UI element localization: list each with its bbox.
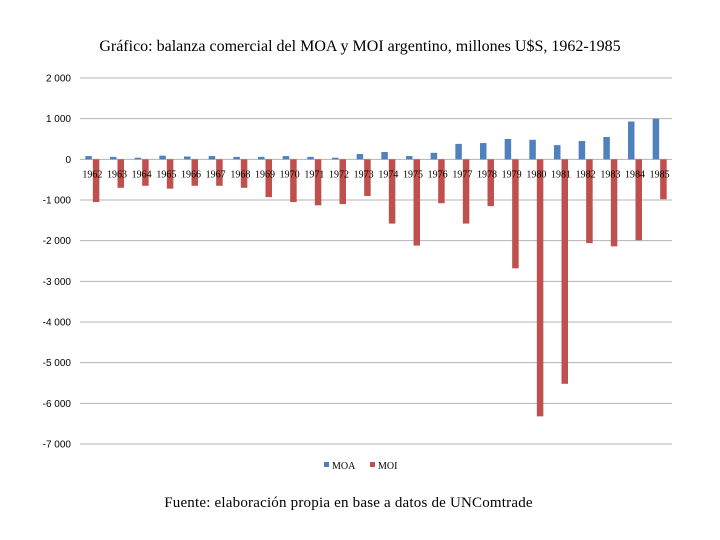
bar-moa — [406, 156, 413, 160]
bar-moi — [364, 159, 371, 196]
bar-moa — [652, 118, 660, 160]
x-tick-label: 1970 — [280, 169, 300, 180]
bar-moi — [216, 159, 223, 186]
x-tick-label: 1969 — [255, 169, 275, 180]
bars — [85, 118, 667, 417]
x-tick-label: 1976 — [428, 169, 448, 180]
bar-moa — [282, 156, 290, 160]
bar-moa — [455, 143, 462, 160]
y-tick-label: -2 000 — [43, 236, 72, 247]
bar-moa — [134, 157, 142, 160]
x-tick-label: 1972 — [329, 169, 349, 180]
bar-moi — [512, 159, 519, 269]
bar-moi — [166, 159, 174, 189]
bar-moa — [184, 156, 191, 160]
bar-moa — [233, 156, 240, 160]
y-tick-label: 2 000 — [46, 74, 71, 85]
bar-moi — [660, 159, 667, 200]
bar-moi — [314, 159, 322, 206]
bar-moa — [430, 152, 438, 160]
bar-moi — [339, 159, 346, 205]
bar-moi — [142, 159, 149, 186]
x-tick-label: 1985 — [650, 169, 670, 180]
source-note: Fuente: elaboración propia en base a dat… — [164, 495, 533, 511]
legend-swatch-moa — [324, 462, 329, 467]
x-tick-label: 1971 — [304, 169, 324, 180]
bar-moa — [603, 136, 610, 160]
x-tick-label: 1963 — [107, 169, 127, 180]
legend-swatch-moi — [370, 462, 375, 467]
bar-moa — [628, 121, 635, 160]
bar-moi — [388, 159, 396, 224]
x-tick-label: 1979 — [502, 169, 522, 180]
gridlines — [80, 77, 672, 445]
x-tick-label: 1965 — [156, 169, 176, 180]
legend-label: MOI — [378, 461, 397, 472]
x-tick-label: 1980 — [526, 169, 546, 180]
bar-moa — [332, 157, 339, 160]
x-tick-label: 1978 — [477, 169, 497, 180]
x-tick-label: 1967 — [206, 169, 226, 180]
x-tick-label: 1968 — [230, 169, 250, 180]
y-tick-label: -7 000 — [43, 440, 72, 451]
bar-moi — [290, 159, 297, 203]
bar-moi — [265, 159, 272, 198]
x-tick-label: 1981 — [551, 169, 571, 180]
legend-label: MOA — [332, 461, 356, 472]
y-tick-label: -5 000 — [43, 358, 72, 369]
y-tick-label: -4 000 — [43, 318, 72, 329]
x-tick-label: 1973 — [354, 169, 374, 180]
bar-moi — [92, 159, 100, 203]
bar-moi — [487, 159, 494, 207]
y-tick-label: -1 000 — [43, 196, 72, 207]
bar-moa — [110, 156, 117, 160]
chart-title: Gráfico: balanza comercial del MOA y MOI… — [99, 38, 621, 55]
legend: MOA MOI — [324, 461, 397, 472]
x-tick-label: 1984 — [625, 169, 645, 180]
bar-moi — [586, 159, 593, 244]
bar-moa — [356, 154, 364, 160]
bar-moa — [529, 139, 536, 160]
bar-moa — [85, 156, 92, 160]
x-tick-label: 1962 — [82, 169, 102, 180]
y-axis-ticks: 2 000 1 000 0 -1 000 -2 000 -3 000 -4 000 -5 00… — [43, 74, 72, 451]
y-tick-label: 0 — [65, 155, 71, 166]
bar-moa — [208, 156, 216, 160]
bar-moa — [480, 143, 487, 160]
bar-moa — [381, 152, 388, 160]
x-tick-label: 1975 — [403, 169, 423, 180]
bar-moa — [159, 155, 166, 160]
bar-moa — [504, 139, 512, 160]
y-tick-label: -3 000 — [43, 277, 72, 288]
y-tick-label: -6 000 — [43, 399, 72, 410]
bar-moi — [610, 159, 618, 247]
bar-moi — [635, 159, 642, 241]
bar-moi — [191, 159, 198, 186]
bar-moi — [561, 159, 568, 384]
bar-moi — [117, 159, 124, 188]
bar-moi — [413, 159, 420, 246]
bar-moa — [554, 145, 561, 160]
y-tick-label: 1 000 — [46, 114, 71, 125]
x-tick-label: 1977 — [452, 169, 472, 180]
x-tick-label: 1982 — [576, 169, 596, 180]
x-tick-label: 1974 — [378, 169, 398, 180]
bar-moa — [307, 156, 314, 160]
bar-moi — [438, 159, 445, 204]
bar-moi — [536, 159, 544, 417]
x-tick-label: 1983 — [600, 169, 620, 180]
x-axis-ticks: 1962 1963 1964 1965 1966 1967 1968 1969 1970 1971… — [82, 169, 669, 180]
bar-moa — [258, 156, 265, 160]
bar-moi — [240, 159, 248, 188]
x-tick-label: 1966 — [181, 169, 201, 180]
x-tick-label: 1964 — [132, 169, 152, 180]
bar-moi — [462, 159, 470, 224]
bar-moa — [578, 141, 586, 160]
